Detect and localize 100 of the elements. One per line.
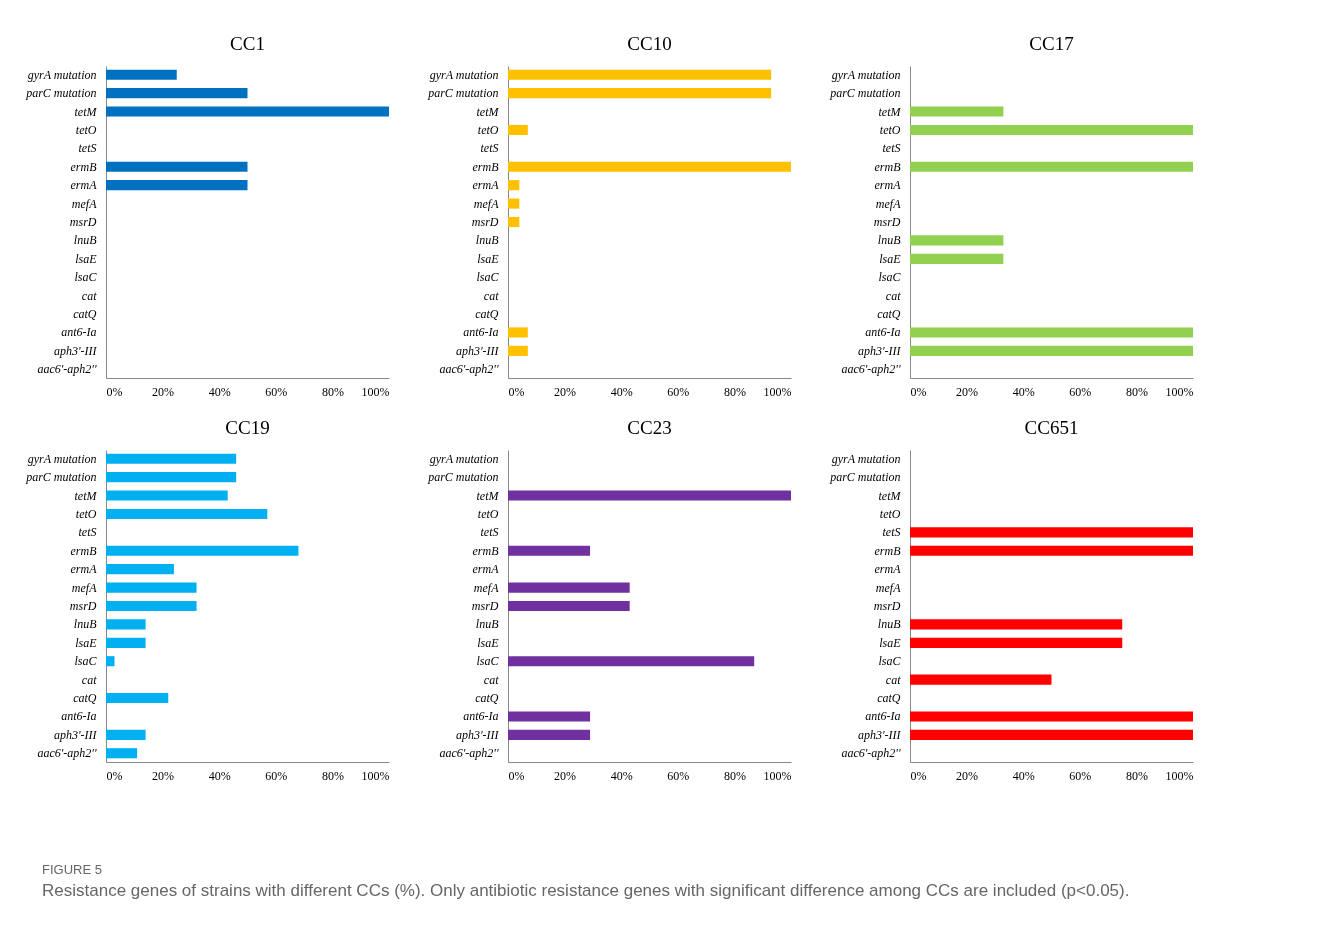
y-tick-label: lsaC	[878, 654, 902, 669]
y-tick-label: cat	[885, 288, 902, 303]
x-tick-label: 80%	[1125, 768, 1148, 783]
y-tick-label: lsaE	[879, 635, 902, 650]
y-tick-label: tetO	[75, 506, 97, 521]
y-tick-label: ermB	[70, 543, 98, 558]
x-tick-label: 60%	[667, 384, 690, 399]
y-tick-label: lsaE	[477, 635, 500, 650]
y-tick-label: cat	[81, 672, 98, 687]
y-tick-label: ermA	[70, 562, 98, 577]
x-tick-label: 40%	[610, 768, 633, 783]
y-tick-label: catQ	[877, 691, 901, 706]
y-tick-label: ant6-Ia	[865, 709, 901, 724]
x-tick-label: 60%	[265, 768, 288, 783]
y-tick-label: msrD	[471, 599, 499, 613]
y-tick-label: tetS	[78, 141, 97, 156]
x-tick-label: 80%	[723, 768, 746, 783]
x-tick-label: 60%	[667, 768, 690, 783]
y-tick-label: msrD	[69, 215, 97, 229]
x-tick-label: 60%	[1069, 384, 1092, 399]
y-tick-label: tetO	[75, 122, 97, 137]
y-tick-label: aph3'-III	[53, 727, 98, 742]
x-tick-label: 40%	[208, 384, 231, 399]
y-tick-label: ant6-Ia	[61, 325, 97, 340]
y-tick-label: ermA	[70, 178, 98, 193]
x-tick-label: 20%	[956, 384, 979, 399]
y-tick-label: aph3'-III	[455, 727, 500, 742]
y-tick-label: catQ	[475, 691, 499, 706]
y-tick-label: catQ	[877, 307, 901, 322]
chart-title: CC1	[230, 33, 265, 54]
y-tick-label: aph3'-III	[857, 343, 902, 358]
x-tick-label: 0%	[910, 768, 927, 783]
y-tick-label: aph3'-III	[857, 727, 902, 742]
chart-title: CC19	[225, 417, 270, 438]
y-tick-label: tetO	[477, 506, 499, 521]
y-tick-label: gyrA mutation	[429, 67, 499, 82]
y-tick-label: tetS	[882, 141, 901, 156]
y-tick-label: msrD	[873, 599, 901, 613]
y-tick-label: lnuB	[877, 617, 902, 632]
y-tick-label: aac6'-aph2''	[439, 362, 499, 377]
y-tick-label: ant6-Ia	[61, 709, 97, 724]
y-tick-label: parC mutation	[427, 470, 499, 485]
x-tick-label: 20%	[152, 768, 175, 783]
x-tick-label: 0%	[508, 768, 525, 783]
y-tick-label: ermB	[874, 159, 902, 174]
y-tick-label: aac6'-aph2''	[37, 362, 97, 377]
y-tick-label: mefA	[71, 196, 98, 211]
x-tick-label: 100%	[1165, 384, 1194, 399]
x-tick-label: 0%	[106, 384, 123, 399]
y-tick-label: ermB	[874, 543, 902, 558]
y-tick-label: catQ	[73, 691, 97, 706]
x-tick-label: 0%	[910, 384, 927, 399]
y-tick-label: parC mutation	[25, 470, 97, 485]
y-tick-label: cat	[885, 672, 902, 687]
x-tick-label: 80%	[1125, 384, 1148, 399]
y-tick-label: ant6-Ia	[463, 709, 499, 724]
y-tick-label: ermA	[472, 562, 500, 577]
y-tick-label: aph3'-III	[53, 343, 98, 358]
y-tick-label: tetS	[480, 141, 499, 156]
x-tick-label: 100%	[763, 384, 792, 399]
y-tick-label: tetO	[477, 122, 499, 137]
chart-title: CC23	[627, 417, 672, 438]
y-tick-label: catQ	[475, 307, 499, 322]
y-tick-label: tetM	[878, 104, 902, 119]
y-tick-label: lnuB	[475, 233, 500, 248]
x-tick-label: 40%	[1012, 384, 1035, 399]
y-tick-label: ant6-Ia	[865, 325, 901, 340]
y-tick-label: lnuB	[475, 617, 500, 632]
y-tick-label: tetO	[879, 506, 901, 521]
y-tick-label: mefA	[71, 580, 98, 595]
y-tick-label: gyrA mutation	[27, 451, 97, 466]
y-tick-label: parC mutation	[829, 470, 901, 485]
x-tick-label: 60%	[1069, 768, 1092, 783]
y-tick-label: msrD	[471, 215, 499, 229]
x-tick-label: 80%	[321, 384, 344, 399]
y-tick-label: ermB	[70, 159, 98, 174]
x-tick-label: 100%	[361, 768, 390, 783]
y-tick-label: mefA	[473, 196, 500, 211]
y-tick-label: tetM	[878, 488, 902, 503]
y-tick-label: lsaE	[75, 251, 98, 266]
chart-title: CC10	[627, 33, 672, 54]
y-tick-label: cat	[483, 288, 500, 303]
y-tick-label: tetM	[476, 104, 500, 119]
y-tick-label: lnuB	[73, 617, 98, 632]
y-tick-label: lsaE	[477, 251, 500, 266]
y-tick-label: tetS	[882, 525, 901, 540]
y-tick-label: gyrA mutation	[429, 451, 499, 466]
x-tick-label: 60%	[265, 384, 288, 399]
y-tick-label: lsaC	[476, 654, 500, 669]
y-tick-label: mefA	[875, 580, 902, 595]
x-tick-label: 40%	[1012, 768, 1035, 783]
y-tick-label: tetO	[879, 122, 901, 137]
y-tick-label: gyrA mutation	[831, 67, 901, 82]
y-tick-label: aac6'-aph2''	[841, 362, 901, 377]
y-tick-label: ermB	[472, 543, 500, 558]
x-tick-label: 80%	[723, 384, 746, 399]
x-tick-label: 40%	[208, 768, 231, 783]
y-tick-label: lsaC	[476, 270, 500, 285]
y-tick-label: aac6'-aph2''	[439, 746, 499, 761]
x-tick-label: 100%	[361, 384, 390, 399]
